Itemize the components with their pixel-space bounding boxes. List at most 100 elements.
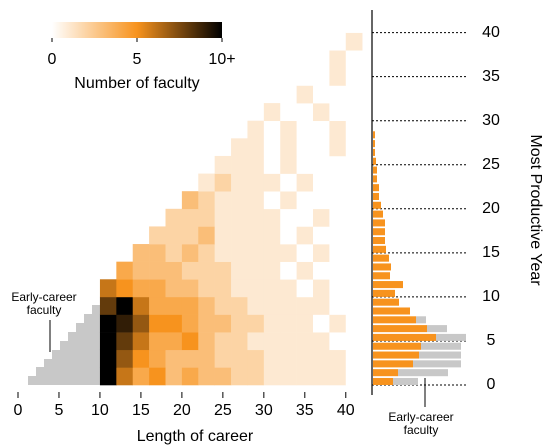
heatmap-cell	[313, 173, 330, 192]
heatmap-cell	[149, 226, 166, 245]
heatmap-cell	[280, 244, 297, 262]
heatmap-cell	[231, 208, 248, 227]
x-tick-label: 0	[14, 402, 23, 419]
heatmap-cell	[149, 261, 166, 280]
marginal-bar	[373, 131, 375, 139]
heatmap-cell	[263, 103, 281, 122]
heatmap-cell	[247, 191, 265, 210]
heatmap-cell	[214, 296, 232, 315]
marginal-bar	[373, 237, 385, 245]
heatmap-cell	[231, 367, 248, 386]
heatmap-cell	[231, 191, 248, 210]
heatmap-cell	[214, 367, 232, 386]
marginal-bar	[373, 219, 385, 227]
heatmap-cell	[198, 226, 215, 245]
heatmap-cell	[345, 296, 363, 315]
marginal-bar	[373, 307, 410, 315]
heatmap-cell	[247, 332, 265, 351]
heatmap-cell	[231, 244, 248, 262]
heatmap-cell	[345, 191, 363, 210]
heatmap-cell	[329, 349, 347, 368]
heatmap-cell	[313, 50, 330, 69]
heatmap-cell	[181, 261, 199, 280]
heatmap-cell	[149, 279, 166, 298]
heatmap-cell	[345, 314, 363, 333]
heatmap-cell	[247, 349, 265, 368]
heatmap-cell	[263, 279, 281, 298]
heatmap-cell	[132, 296, 150, 315]
heatmap-cell	[198, 314, 215, 333]
marginal-bar	[373, 360, 413, 368]
heatmap-cell	[231, 332, 248, 351]
heatmap-cell	[263, 296, 281, 315]
heatmap-cell	[198, 244, 215, 262]
y-tick-label: 35	[482, 68, 500, 85]
heatmap-cell	[132, 332, 150, 351]
heatmap-cell	[132, 314, 150, 333]
marginal-bar	[373, 377, 393, 385]
heatmap-cell	[165, 261, 183, 280]
heatmap-cell	[263, 208, 281, 227]
heatmap-cell	[165, 208, 183, 227]
heatmap-cell	[247, 279, 265, 298]
heatmap-cell	[132, 349, 150, 368]
heatmap-cell	[313, 296, 330, 315]
heatmap-cell	[280, 349, 297, 368]
heatmap-cell	[116, 261, 134, 280]
heatmap-cell	[329, 367, 347, 386]
marginal-bar	[373, 228, 385, 236]
heatmap-cell	[313, 314, 330, 333]
heatmap-cell	[280, 261, 297, 280]
colorbar-tick-label: 5	[133, 51, 142, 68]
heatmap-cell	[280, 332, 297, 351]
heatmap-cell	[165, 349, 183, 368]
heatmap-cell	[181, 314, 199, 333]
heatmap-cell	[116, 279, 134, 298]
heatmap-cell	[247, 208, 265, 227]
heatmap-cell	[313, 279, 330, 298]
heatmap-cell	[329, 173, 347, 192]
heatmap-cell	[231, 314, 248, 333]
marginal-bar	[373, 316, 416, 324]
heatmap-cell	[214, 226, 232, 245]
heatmap-cell	[280, 314, 297, 333]
heatmap-cell	[116, 332, 134, 351]
heatmap-cell	[345, 50, 363, 69]
heatmap-cell	[99, 367, 117, 386]
heatmap-cell	[329, 191, 347, 210]
heatmap-cell	[296, 314, 314, 333]
heatmap-cell	[280, 155, 297, 174]
heatmap-cell	[263, 244, 281, 262]
heatmap-cell	[313, 367, 330, 386]
heatmap-cell	[296, 244, 314, 262]
heatmap-cell	[345, 173, 363, 192]
colorbar	[52, 22, 222, 38]
annotation: Early-career	[388, 410, 453, 424]
heatmap-cell	[329, 208, 347, 227]
heatmap-cell	[313, 332, 330, 351]
heatmap-cell	[329, 332, 347, 351]
heatmap-cell	[296, 138, 314, 157]
heatmap-cell	[296, 173, 314, 192]
marginal-bar	[413, 360, 461, 368]
marginal-bar	[373, 184, 379, 192]
marginal-bar	[373, 351, 419, 359]
heatmap-cell	[280, 173, 297, 192]
marginal-bar	[436, 333, 466, 341]
y-tick-label: 40	[482, 24, 500, 41]
heatmap-cell	[116, 367, 134, 386]
marginal-bar	[373, 272, 390, 280]
heatmap-cell	[345, 244, 363, 262]
heatmap-cell	[313, 67, 330, 86]
marginal-bar	[427, 325, 447, 333]
heatmap-cell	[165, 226, 183, 245]
x-tick-label: 20	[173, 402, 191, 419]
heatmap-cell	[99, 332, 117, 351]
heatmap-cell	[247, 155, 265, 174]
heatmap-cell	[313, 208, 330, 227]
marginal-bar	[393, 377, 418, 385]
marginal-bar	[373, 166, 377, 174]
heatmap-cell	[231, 173, 248, 192]
heatmap-cell	[280, 367, 297, 386]
